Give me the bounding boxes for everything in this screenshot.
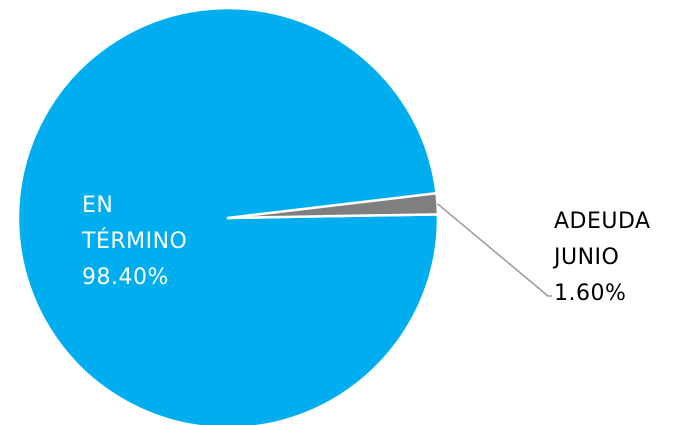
slices-layer <box>16 6 440 425</box>
leader-line-adeuda-junio <box>437 203 552 297</box>
slice-label-en-termino: EN TÉRMINO 98.40% <box>81 193 195 290</box>
leader-lines-layer <box>437 203 552 297</box>
slice-label-en-termino-line2: TÉRMINO <box>81 228 187 254</box>
slice-label-en-termino-line1: EN <box>82 193 113 218</box>
pie-slice-en-termino <box>16 6 440 425</box>
slice-value-en-termino: 98.40% <box>82 265 169 290</box>
slice-label-adeuda-junio-line1: ADEUDA <box>554 209 651 234</box>
slice-label-adeuda-junio-line2: JUNIO <box>552 245 619 270</box>
slice-label-adeuda-junio: ADEUDA JUNIO 1.60% <box>552 209 658 306</box>
slice-value-adeuda-junio: 1.60% <box>554 281 626 306</box>
